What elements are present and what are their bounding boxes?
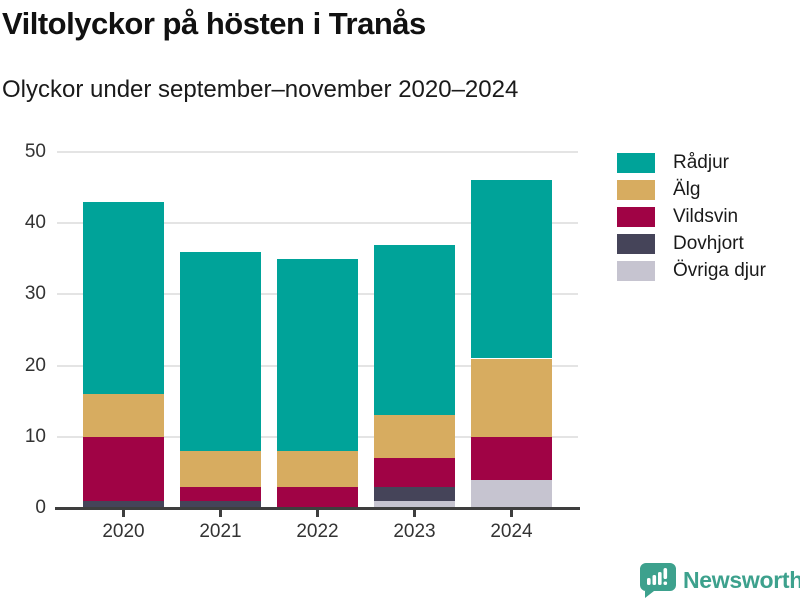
- bar-2022: [277, 152, 358, 508]
- bar-segment: [83, 201, 164, 395]
- x-tick-label: 2024: [490, 521, 533, 542]
- x-tick-label: 2022: [296, 521, 339, 542]
- bar-segment: [180, 251, 261, 452]
- bar-2023: [374, 152, 455, 508]
- x-axis-line: [55, 507, 580, 510]
- bar-segment: [471, 436, 552, 480]
- legend-swatch: [617, 261, 655, 281]
- legend-item: Övriga djur: [617, 260, 766, 281]
- newsworthy-bubble-chart-icon: [640, 563, 676, 598]
- bar-segment: [374, 244, 455, 416]
- bar-segment: [471, 479, 552, 508]
- bar-segment: [277, 486, 358, 508]
- bar-segment: [83, 394, 164, 437]
- legend-swatch: [617, 207, 655, 227]
- bar-segment: [471, 180, 552, 359]
- x-tick-label: 2021: [199, 521, 242, 542]
- bar-segment: [83, 500, 164, 508]
- y-tick-label: 30: [24, 283, 46, 305]
- bar-2024: [471, 152, 552, 508]
- x-tick-mark: [413, 510, 416, 517]
- gridline: [57, 151, 578, 153]
- bar-2021: [180, 152, 261, 508]
- bar-2020: [83, 152, 164, 508]
- bar-segment: [277, 258, 358, 452]
- legend-item: Rådjur: [617, 152, 766, 173]
- x-tick-mark: [316, 510, 319, 517]
- legend-label: Dovhjort: [673, 233, 744, 254]
- bar-segment: [83, 436, 164, 501]
- legend-item: Älg: [617, 179, 766, 200]
- x-tick-mark: [510, 510, 513, 517]
- legend-swatch: [617, 153, 655, 173]
- bar-segment: [277, 451, 358, 487]
- chart-subtitle: Olyckor under september–november 2020–20…: [2, 76, 519, 103]
- y-tick-label: 20: [24, 354, 46, 376]
- bar-segment: [180, 451, 261, 487]
- legend-swatch: [617, 234, 655, 254]
- y-tick-label: 10: [24, 425, 46, 447]
- newsworthy-logo: Newsworthy: [640, 563, 800, 598]
- gridline: [57, 222, 578, 225]
- legend-swatch: [617, 180, 655, 200]
- legend-label: Rådjur: [673, 152, 729, 173]
- plot-area: [57, 151, 578, 508]
- newsworthy-wordmark: Newsworthy: [683, 567, 800, 593]
- bar-segment: [180, 500, 261, 508]
- x-tick-mark: [122, 510, 125, 517]
- y-tick-label: 40: [24, 212, 46, 234]
- chart-title: Viltolyckor på hösten i Tranås: [2, 6, 426, 41]
- x-tick-label: 2023: [393, 521, 436, 542]
- legend-label: Vildsvin: [673, 206, 739, 227]
- y-tick-label: 0: [35, 497, 46, 518]
- x-tick-mark: [219, 510, 222, 517]
- legend-item: Vildsvin: [617, 206, 766, 227]
- x-tick-label: 2020: [102, 521, 145, 542]
- legend-label: Övriga djur: [673, 260, 766, 281]
- bar-segment: [374, 486, 455, 501]
- y-tick-label: 50: [24, 141, 46, 162]
- bar-segment: [471, 358, 552, 437]
- bar-segment: [374, 500, 455, 508]
- legend-item: Dovhjort: [617, 233, 766, 254]
- legend: Rådjur Älg Vildsvin Dovhjort Övriga djur: [617, 152, 766, 288]
- bar-segment: [180, 486, 261, 501]
- legend-label: Älg: [673, 179, 701, 200]
- bar-segment: [374, 415, 455, 459]
- bar-segment: [374, 458, 455, 487]
